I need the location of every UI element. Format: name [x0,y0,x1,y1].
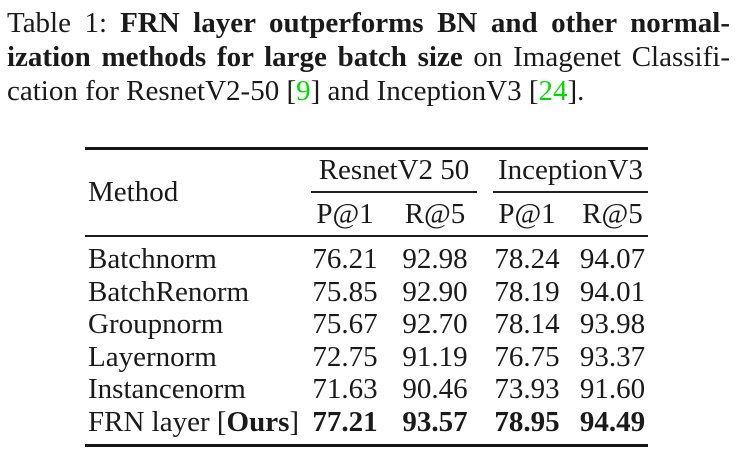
table-body: Batchnorm 76.21 92.98 78.24 94.07 BatchR… [85,237,648,444]
table-row: Groupnorm 75.67 92.70 78.14 93.98 [85,308,648,341]
metric-value: 78.19 [494,275,560,308]
caption-line-1: Table 1: FRN layer outperforms BN and oth… [7,6,730,40]
metric-value: 92.90 [402,275,468,308]
method-name: Groupnorm [88,308,224,340]
citation-9-link[interactable]: 9 [296,75,311,107]
caption-bold-text: ization methods for large batch size [7,41,463,73]
group-header-resnetv2-50: ResnetV2 50 [311,150,477,193]
method-name: Batchnorm [88,243,217,275]
table-row: Instancenorm 71.63 90.46 73.93 91.60 [85,373,648,406]
metric-value: 72.75 [312,340,378,373]
metric-value: 77.21 [312,405,378,438]
metric-value: 78.14 [494,308,560,340]
method-name-pre: FRN layer [ [88,405,227,438]
column-header-r5: R@5 [404,197,466,230]
method-name: Instancenorm [88,373,246,405]
caption-regular-text: on Imagenet Classifi- [462,41,730,73]
ours-label: Ours [226,405,290,438]
column-header-p1: P@1 [498,197,556,230]
results-table: Method ResnetV2 50 InceptionV3 P@1 R@5 P… [85,147,648,447]
caption-line-3: cation for ResnetV2-50 [9] and Inception… [7,74,730,108]
metric-value: 93.98 [579,308,646,340]
table-row: Layernorm 72.75 91.19 76.75 93.37 [85,341,648,374]
method-name: FRN layer [Ours] [85,405,300,439]
group-header-inceptionv3: InceptionV3 [493,150,648,193]
table-row-frn-ours: FRN layer [Ours] 77.21 93.57 78.95 94.49 [85,406,648,439]
table-caption: Table 1: FRN layer outperforms BN and oth… [7,6,730,108]
caption-regular-text: cation for ResnetV2-50 [ [7,75,297,107]
metric-value: 92.98 [402,243,468,275]
method-name: BatchRenorm [88,275,250,308]
metric-value: 92.70 [402,308,468,340]
caption-label: Table 1: [7,7,108,39]
table-header: Method ResnetV2 50 InceptionV3 P@1 R@5 P… [85,150,648,237]
caption-regular-text: ] and InceptionV3 [ [310,75,539,107]
caption-bold-text: FRN layer outperforms BN and other norma… [120,7,731,39]
method-name-post: ] [289,405,300,438]
metric-value: 93.57 [402,405,468,438]
metric-value: 76.21 [312,243,378,275]
metric-value: 76.75 [494,340,560,373]
metric-value: 71.63 [312,373,378,405]
metric-value: 91.60 [579,373,646,405]
column-header-r5: R@5 [582,197,643,230]
metric-value: 75.67 [312,308,378,340]
method-name: Layernorm [88,340,217,373]
metric-value: 94.49 [579,405,646,438]
metric-value: 91.19 [402,340,468,373]
metric-value: 75.85 [312,275,378,308]
metric-value: 94.07 [579,243,646,275]
table-row: Batchnorm 76.21 92.98 78.24 94.07 [85,243,648,276]
caption-regular-text: ]. [567,75,585,107]
metric-value: 78.95 [494,405,560,438]
metric-value: 94.01 [579,275,646,308]
metric-value: 90.46 [402,373,468,405]
caption-line-2: ization methods for large batch size on … [7,40,730,74]
metric-value: 93.37 [579,340,646,373]
citation-24-link[interactable]: 24 [538,75,568,107]
table-row: BatchRenorm 75.85 92.90 78.19 94.01 [85,276,648,309]
metric-value: 78.24 [494,243,560,275]
metric-value: 73.93 [494,373,560,405]
column-header-p1: P@1 [316,197,374,230]
method-column-header: Method [88,176,179,208]
